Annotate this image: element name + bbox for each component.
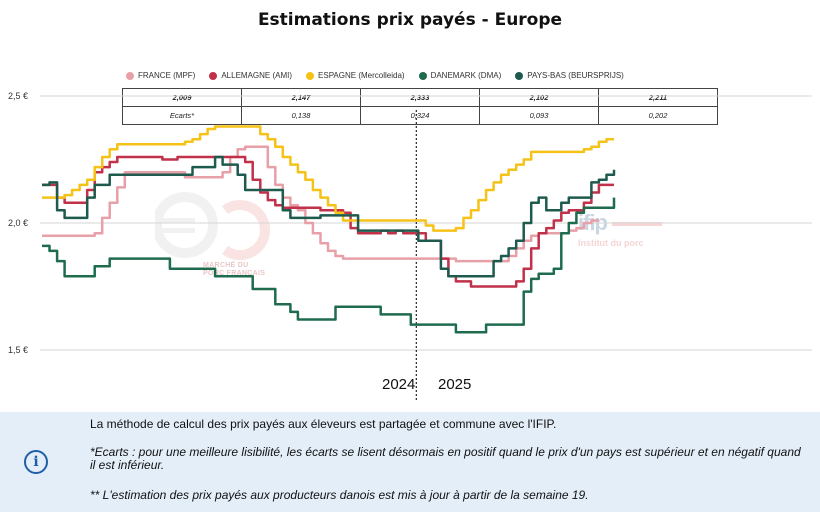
chart-title: Estimations prix payés - Europe — [257, 10, 563, 30]
series-line-danemark-dma — [42, 197, 616, 334]
series-line-pays-bas-beursprijs — [42, 155, 616, 278]
marche-porc-logo — [152, 190, 285, 275]
price-chart: 1,5 € 2,0 € 2,5 € — [8, 91, 812, 400]
legend-dot — [418, 71, 427, 80]
table-row-ecarts: Ecarts* 0,138 0,324 0,093 0,202 — [122, 106, 718, 125]
table-cell: Ecarts* — [122, 106, 242, 125]
legend-item-danemark: DANEMARK (DMA) — [418, 71, 502, 80]
y-tick-label: 1,5 € — [8, 345, 28, 355]
info-line-method: La méthode de calcul des prix payés aux … — [90, 417, 557, 431]
legend-label: DANEMARK (DMA) — [430, 71, 502, 80]
legend-label: PAYS-BAS (BEURSPRIJS) — [527, 71, 624, 80]
legend-label: ESPAGNE (Mercolleida) — [318, 71, 405, 80]
watermark-line: MARCHÉ DU — [203, 262, 249, 269]
legend-item-pays-bas: PAYS-BAS (BEURSPRIJS) — [515, 71, 624, 80]
values-table: 2,009 2,147 2,333 2,102 2,211 Ecarts* 0,… — [122, 88, 718, 125]
y-tick-label: 2,5 € — [8, 91, 28, 101]
legend-item-allemagne: ALLEMAGNE (AMI) — [209, 71, 292, 80]
y-tick-label: 2,0 € — [8, 218, 28, 228]
series-line-france-mpf — [42, 145, 599, 263]
ifip-subtitle: Institut du porc — [578, 238, 644, 248]
info-line-danemark: ** L'estimation des prix payés aux produ… — [90, 488, 589, 502]
info-box: i La méthode de calcul des prix payés au… — [0, 412, 820, 512]
legend-label: FRANCE (MPF) — [138, 71, 196, 80]
legend-item-espagne: ESPAGNE (Mercolleida) — [306, 71, 405, 80]
info-line-ecarts: *Ecarts : pour une meilleure lisibilité,… — [90, 445, 801, 472]
legend-dot — [209, 71, 218, 80]
series-line-allemagne-ami — [42, 155, 614, 288]
series-line-espagne-mercolleida — [42, 125, 614, 232]
ifip-bar — [612, 222, 663, 227]
legend-dot — [515, 71, 524, 80]
chart-legend: FRANCE (MPF) ALLEMAGNE (AMI) ESPAGNE (Me… — [126, 71, 624, 80]
table-cell: 0,138 — [241, 106, 361, 125]
legend-dot — [126, 71, 134, 80]
table-cell: 0,202 — [598, 106, 718, 125]
legend-item-france: FRANCE (MPF) — [126, 71, 195, 80]
legend-label: ALLEMAGNE (AMI) — [221, 71, 293, 80]
euro-logo-icon — [152, 192, 270, 260]
watermark-text: MARCHÉ DU PORC FRANÇAIS — [203, 262, 265, 278]
info-icon: i — [24, 450, 48, 474]
year-label-2025: 2025 — [438, 376, 472, 393]
year-label-2024: 2024 — [382, 376, 416, 393]
legend-dot — [306, 71, 315, 80]
watermark-line: PORC FRANÇAIS — [203, 270, 266, 277]
